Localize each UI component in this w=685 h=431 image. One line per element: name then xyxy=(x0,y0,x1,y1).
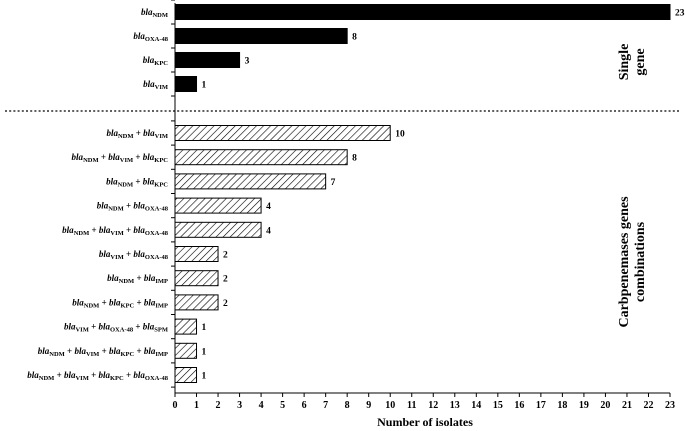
bar xyxy=(174,149,348,166)
group-label: Singlegene xyxy=(617,44,648,81)
value-label: 8 xyxy=(352,33,357,43)
group-label: Carbpenemases genescombinations xyxy=(617,196,648,328)
category-label: blaNDM + blaVIM + blaKPC + blaIMP xyxy=(38,346,168,358)
value-label: 1 xyxy=(202,347,207,357)
value-label: 2 xyxy=(223,275,228,285)
value-label: 4 xyxy=(266,226,271,236)
value-label: 8 xyxy=(352,154,357,164)
category-label: blaVIM xyxy=(143,79,168,91)
category-label: blaNDM + blaKPC + blaIMP xyxy=(72,297,168,309)
x-tick-label: 8 xyxy=(345,400,350,411)
value-label: 2 xyxy=(223,251,228,261)
category-labels: blaNDM blaOXA-48 blaKPC blaVIM blaNDM + blaV… xyxy=(27,7,168,382)
x-tick-label: 12 xyxy=(428,400,438,411)
x-tick-label: 16 xyxy=(514,400,524,411)
value-label: 3 xyxy=(245,57,250,67)
x-tick-label: 22 xyxy=(643,400,653,411)
x-tick-label: 3 xyxy=(237,400,242,411)
bar xyxy=(174,76,198,92)
value-label: 2 xyxy=(223,299,228,309)
x-tick-label: 9 xyxy=(366,400,371,411)
x-tick-label: 15 xyxy=(493,400,503,411)
x-tick-label: 17 xyxy=(536,400,546,411)
x-tick-label: 10 xyxy=(385,400,395,411)
x-tick-label: 14 xyxy=(471,400,481,411)
x-tick-label: 5 xyxy=(280,400,285,411)
bar xyxy=(174,173,327,190)
x-tick-label: 4 xyxy=(259,400,264,411)
bar xyxy=(174,318,198,335)
bar xyxy=(174,342,198,359)
value-label: 1 xyxy=(202,323,207,333)
value-label: 4 xyxy=(266,202,271,212)
category-label: blaNDM + blaVIM + blaKPC xyxy=(72,152,169,164)
category-label: blaOXA-48 xyxy=(133,31,168,43)
category-label: blaKPC xyxy=(143,55,169,67)
bar xyxy=(174,367,198,383)
x-tick-label: 1 xyxy=(194,400,199,411)
category-label: blaNDM + blaVIM xyxy=(106,128,168,140)
bar xyxy=(174,294,219,311)
bar xyxy=(174,221,262,238)
x-tick-label: 13 xyxy=(450,400,460,411)
x-tick-label: 18 xyxy=(557,400,567,411)
value-labels: 23 8 3 1 10 8 7 4 4 2 2 2 1 1 1 xyxy=(202,9,685,382)
bar xyxy=(174,4,671,20)
value-label: 23 xyxy=(675,9,685,19)
bar xyxy=(174,28,348,44)
x-axis: 0 1 2 3 4 5 6 7 8 9 10 11 12 13 14 15 16 17 18 19 20 21 22 23 xyxy=(171,0,675,411)
category-label: blaNDM + blaVIM + blaOXA-48 xyxy=(62,225,169,237)
category-label: blaNDM + blaVIM + blaKPC + blaOXA-48 xyxy=(27,370,168,382)
value-label: 1 xyxy=(202,81,207,91)
category-label: blaNDM + blaKPC xyxy=(106,176,168,188)
value-label: 10 xyxy=(395,130,405,140)
bar xyxy=(174,125,391,141)
x-tick-label: 20 xyxy=(600,400,610,411)
x-axis-label: Number of isolates xyxy=(377,415,473,429)
x-tick-label: 11 xyxy=(407,400,416,411)
x-tick-label: 19 xyxy=(579,400,589,411)
bar xyxy=(174,52,241,68)
x-tick-label: 23 xyxy=(665,400,675,411)
category-label: blaVIM + blaOXA-48 xyxy=(99,249,169,261)
value-label: 7 xyxy=(331,178,336,188)
x-tick-label: 6 xyxy=(302,400,307,411)
category-label: blaVIM + blaOXA-48 + blaSPM xyxy=(64,322,168,334)
bar xyxy=(174,197,262,214)
category-label: blaNDM xyxy=(141,7,168,19)
bar xyxy=(174,246,219,262)
group-labels: Singlegene Carbpenemases genescombination… xyxy=(617,44,648,328)
category-label: blaNDM + blaOXA-48 xyxy=(97,201,169,213)
x-tick-label: 7 xyxy=(323,400,328,411)
bar xyxy=(174,270,219,287)
x-tick-label: 21 xyxy=(622,400,632,411)
x-tick-label: 0 xyxy=(173,400,178,411)
category-label: blaNDM + blaIMP xyxy=(107,273,168,285)
value-label: 1 xyxy=(202,372,207,382)
x-tick-label: 2 xyxy=(216,400,221,411)
